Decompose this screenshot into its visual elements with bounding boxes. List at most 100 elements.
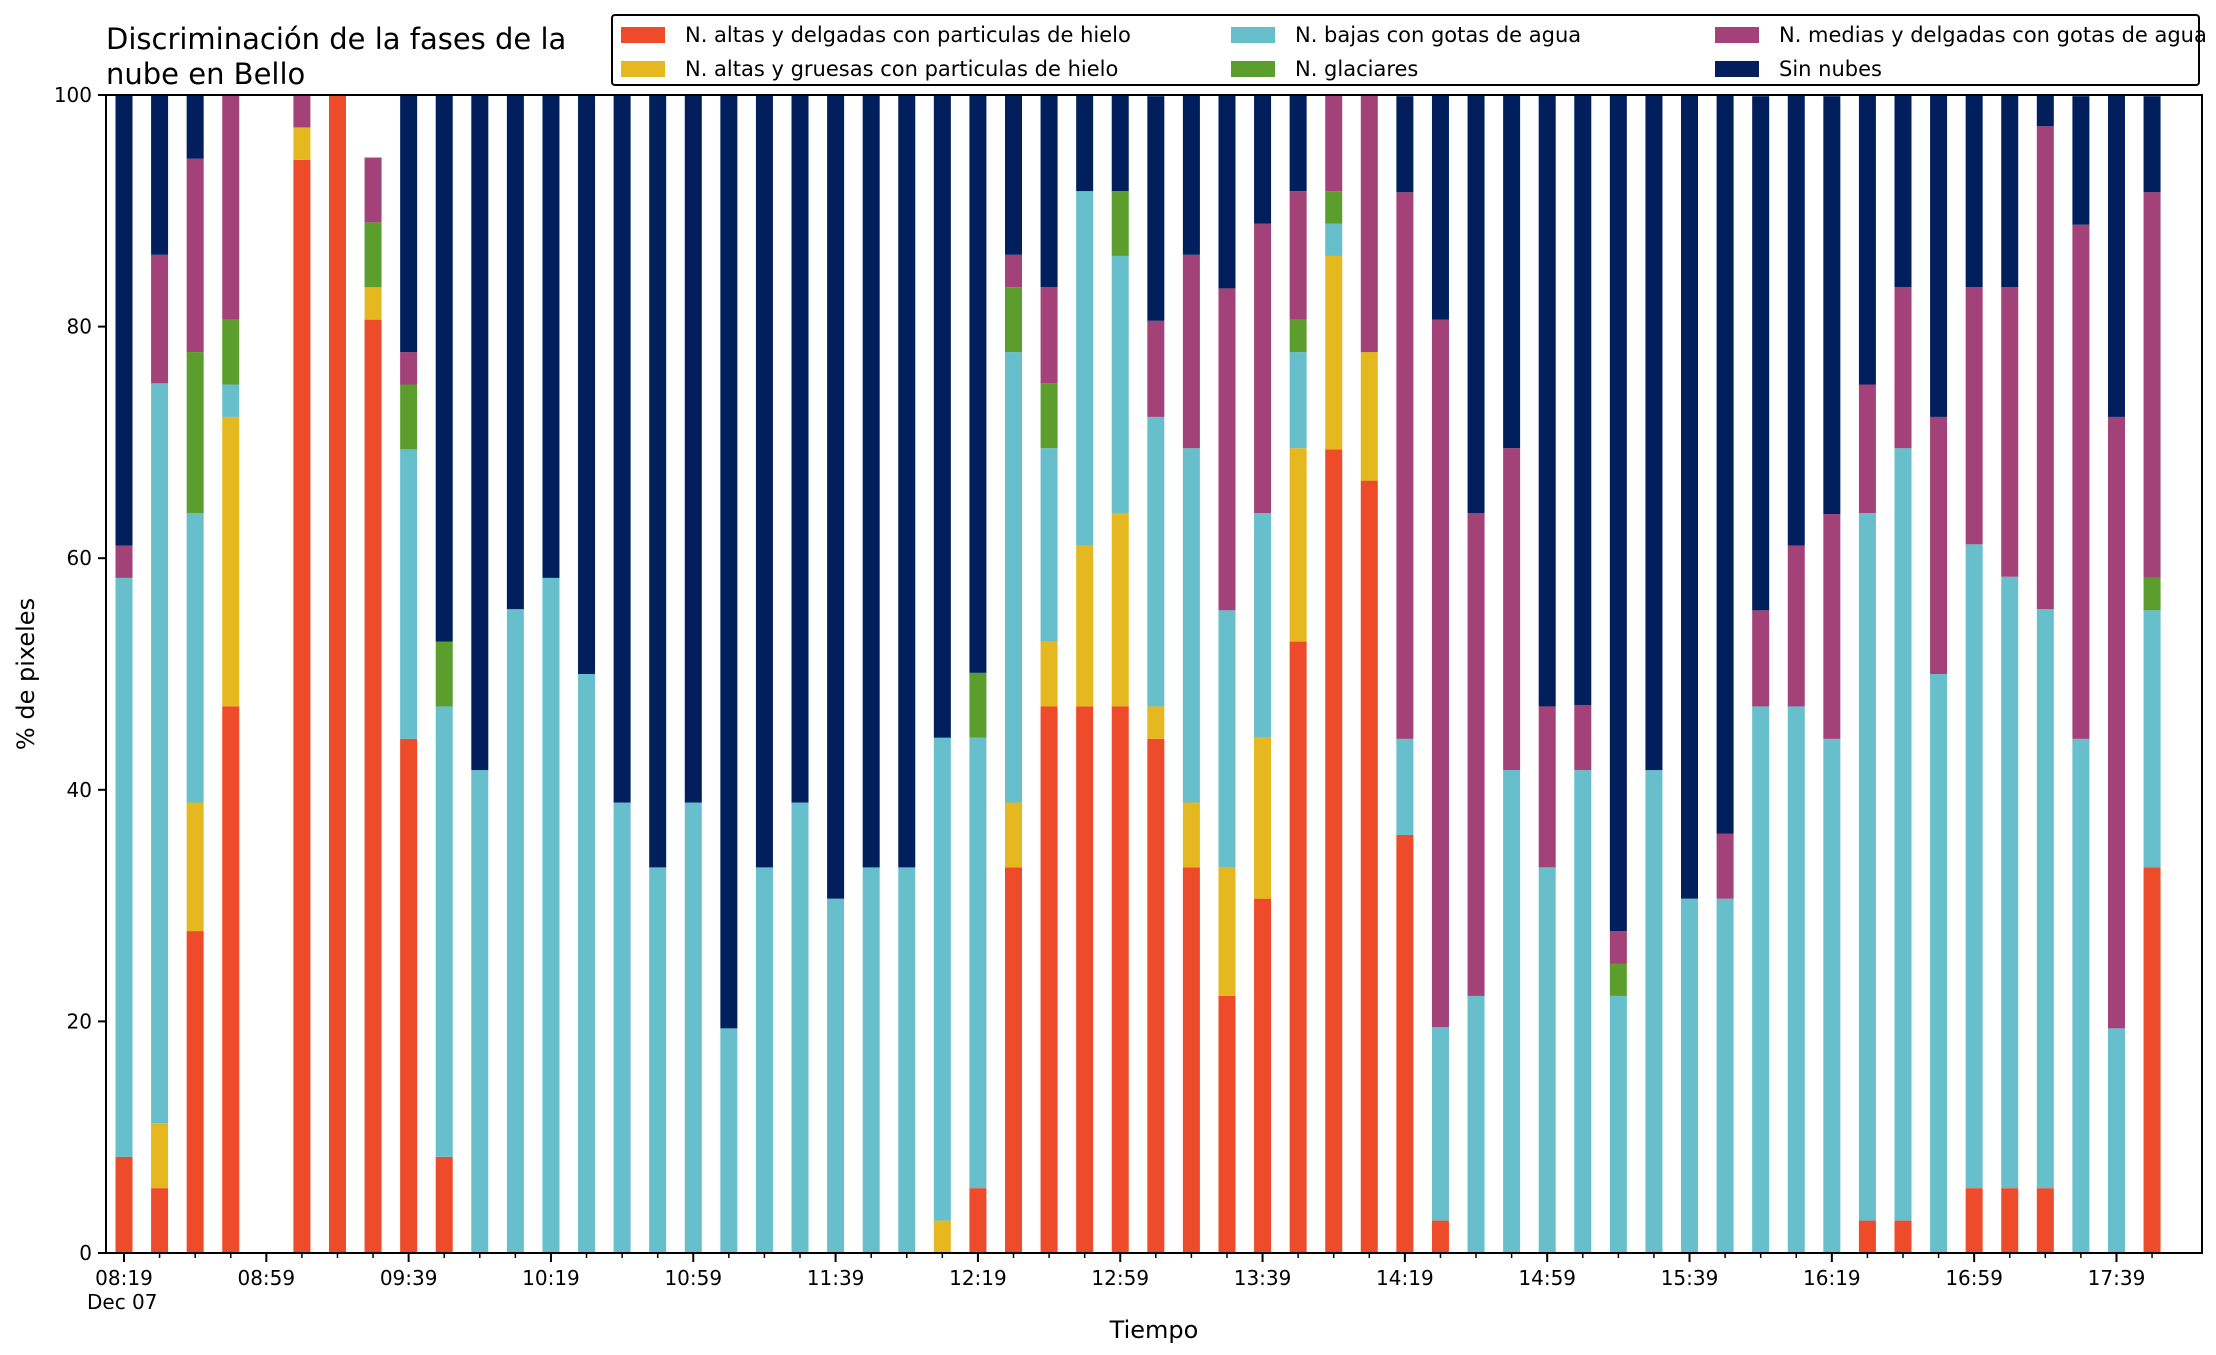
bar-segment — [1254, 95, 1272, 224]
bar-segment — [1325, 191, 1343, 224]
bar-segment — [827, 95, 845, 899]
bar-segment — [1574, 770, 1592, 1253]
bar-segment — [1360, 352, 1378, 481]
bar-segment — [2143, 96, 2161, 193]
bar-segment — [1787, 706, 1805, 1253]
y-tick-label: 20 — [67, 1009, 92, 1033]
bar-segment — [1681, 898, 1699, 1253]
bar-segment — [578, 95, 596, 674]
bar-segment — [1965, 287, 1983, 545]
chart-title: Discriminación de la fases de la nube en… — [106, 22, 567, 91]
bar-segment — [1076, 95, 1094, 192]
bar-segment — [1005, 352, 1022, 803]
bar-segment — [1040, 706, 1058, 1253]
bar-segment — [1752, 96, 1770, 611]
bar-segment — [1040, 287, 1058, 384]
x-tick-label: 16:19 — [1803, 1266, 1861, 1290]
x-tick-label: 17:39 — [2088, 1266, 2146, 1290]
bar-segment — [1040, 95, 1058, 288]
bar-segment — [1858, 1220, 1876, 1253]
bar-segment — [1182, 95, 1200, 255]
bar-segment — [969, 672, 987, 738]
bar-segment — [115, 545, 133, 578]
bar-segment — [2001, 287, 2019, 577]
y-tick-label: 80 — [67, 315, 92, 339]
legend-swatch — [621, 61, 665, 77]
bar-segment — [1218, 288, 1236, 611]
bar-segment — [186, 158, 204, 353]
bar-segment — [720, 95, 738, 1029]
y-axis-label: % de pixeles — [12, 598, 40, 750]
bar-segment — [115, 95, 133, 546]
bar-segment — [1360, 95, 1378, 353]
bar-segment — [1076, 545, 1094, 707]
bar-segment — [1823, 738, 1841, 1253]
bar-segment — [1289, 352, 1307, 449]
bar-segment — [1182, 867, 1200, 1253]
bar-segment — [2072, 224, 2090, 739]
bar-segment — [400, 449, 418, 739]
legend-item-glaciares: N. glaciares — [1231, 52, 1715, 86]
bar-segment — [1289, 95, 1307, 192]
bar-segment — [1858, 384, 1876, 514]
x-axis-label: Tiempo — [1109, 1316, 1199, 1344]
bar-segment — [1609, 995, 1627, 1253]
bar-segment — [1930, 95, 1948, 417]
bar-segment — [1431, 1027, 1449, 1221]
bar-segment — [542, 95, 560, 578]
bar-segment — [186, 513, 204, 803]
bar-segment — [400, 95, 418, 353]
bar-segment — [1182, 802, 1200, 868]
bar-segment — [1716, 898, 1734, 1253]
bar-segment — [1111, 706, 1129, 1253]
bar-segment — [578, 674, 596, 1253]
bar-segment — [2001, 576, 2019, 1189]
bar-segment — [1645, 770, 1663, 1253]
bar-segment — [791, 802, 809, 1253]
bar-segment — [791, 95, 809, 803]
bar-segment — [2107, 416, 2125, 1029]
legend-swatch — [621, 27, 665, 43]
bar-segment — [435, 1156, 453, 1253]
bar-segment — [2001, 1188, 2019, 1253]
bar-segment — [1787, 95, 1805, 546]
bar-segment — [2036, 126, 2054, 610]
bar-segment — [151, 95, 169, 255]
bar-segment — [1894, 448, 1912, 1221]
bar-segment — [151, 1123, 169, 1189]
bar-segment — [1111, 255, 1129, 514]
bar-segment — [1005, 802, 1022, 868]
legend-item-medias-delgadas: N. medias y delgadas con gotas de agua — [1715, 18, 2207, 52]
x-tick-label: 08:59 — [237, 1266, 295, 1290]
bar-segment — [2036, 1188, 2054, 1253]
bar-segment — [684, 95, 702, 803]
bar-segment — [1218, 995, 1236, 1253]
bar-segment — [2036, 609, 2054, 1189]
bar-segment — [2072, 738, 2090, 1253]
bar-segment — [435, 641, 453, 707]
bar-segment — [1609, 95, 1627, 932]
legend-label: N. altas y gruesas con particulas de hie… — [685, 57, 1119, 81]
bar-segment — [2072, 96, 2090, 225]
y-tick-label: 100 — [54, 83, 92, 107]
x-tick-label: 15:39 — [1661, 1266, 1719, 1290]
bar-segment — [471, 770, 489, 1253]
bar-segment — [2143, 192, 2161, 578]
bar-segment — [613, 802, 631, 1253]
bar-segment — [1325, 95, 1343, 192]
bar-segment — [1289, 448, 1307, 642]
bar-segment — [684, 802, 702, 1253]
bar-segment — [2143, 577, 2161, 611]
bar-segment — [151, 1188, 169, 1253]
x-tick-label: 16:59 — [1945, 1266, 2003, 1290]
bar-segment — [364, 222, 382, 288]
x-tick-label: 09:39 — [380, 1266, 438, 1290]
legend-item-altas-gruesas: N. altas y gruesas con particulas de hie… — [621, 52, 1231, 86]
bar-segment — [400, 352, 418, 385]
bar-segment — [969, 95, 987, 673]
bar-segment — [2036, 95, 2054, 127]
bar-segment — [898, 95, 916, 868]
y-tick-label: 0 — [79, 1241, 92, 1265]
bar-segment — [1965, 1188, 1983, 1253]
bar-segment — [1040, 641, 1058, 707]
